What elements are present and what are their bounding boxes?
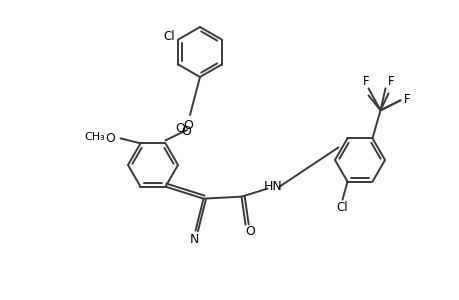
Text: O: O: [180, 125, 190, 138]
Text: N: N: [190, 233, 199, 246]
Text: F: F: [363, 75, 369, 88]
Text: O: O: [245, 225, 255, 238]
Text: O: O: [105, 132, 115, 145]
Text: F: F: [387, 75, 394, 88]
Text: CH₃: CH₃: [84, 132, 105, 142]
Text: F: F: [403, 93, 410, 106]
Text: Cl: Cl: [336, 201, 347, 214]
Text: Cl: Cl: [163, 30, 175, 43]
Text: HN: HN: [263, 180, 282, 193]
Text: O: O: [183, 118, 192, 131]
Text: O: O: [175, 122, 185, 135]
